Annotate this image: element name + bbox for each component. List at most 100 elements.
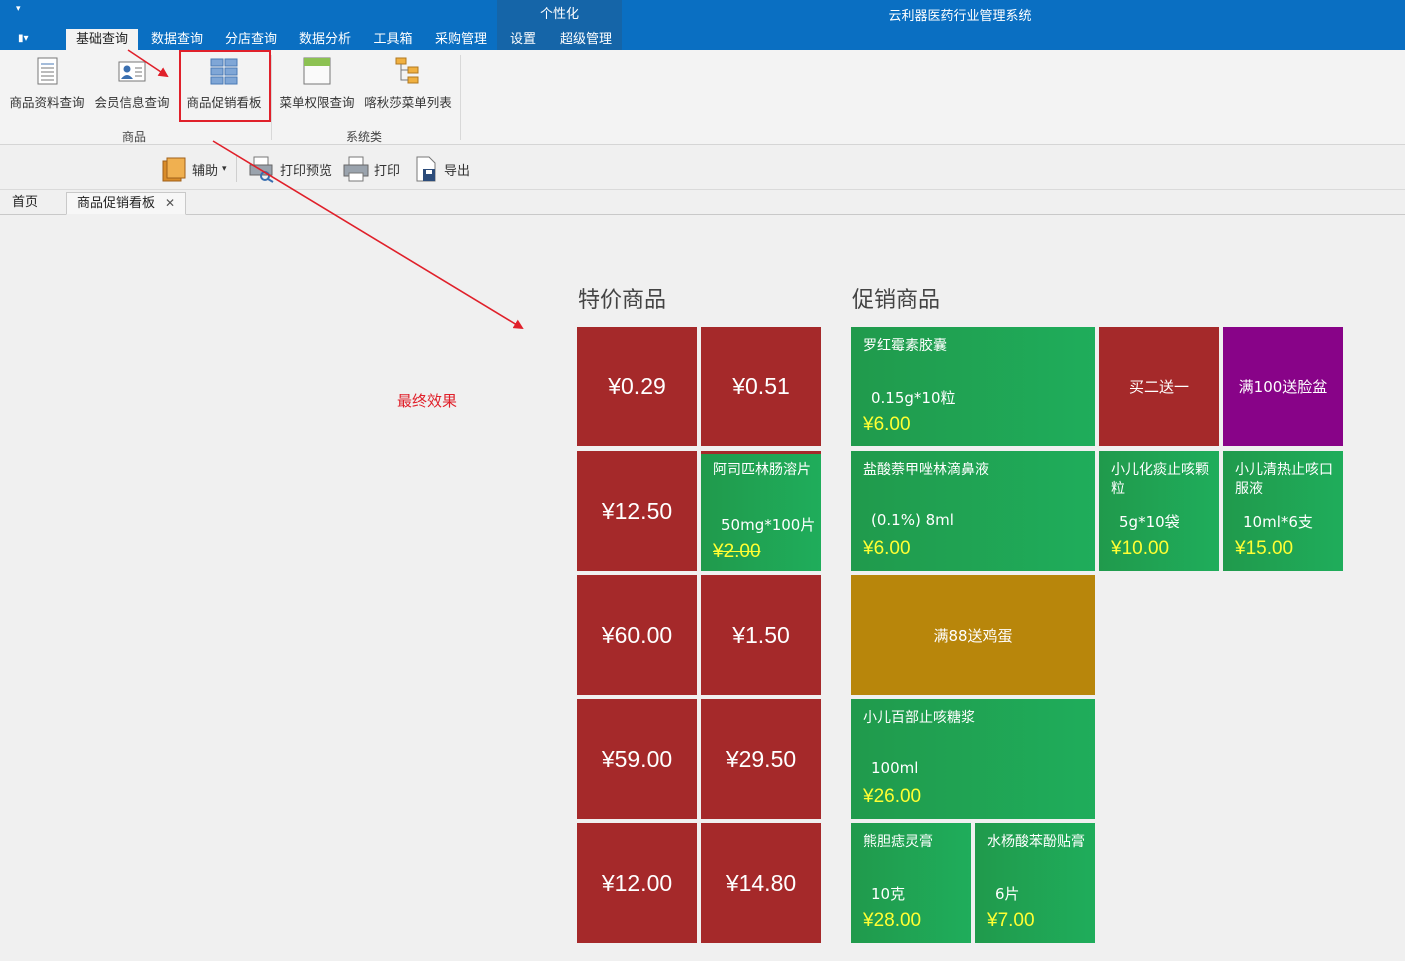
annotation-text: 最终效果 [397,392,458,410]
katyusha-menu-list-label: 喀秋莎菜单列表 [364,95,452,110]
tile-price: ¥60.00 [601,621,673,648]
member-info-query-label: 会员信息查询 [94,95,170,110]
tile-promo-text: 买二送一 [1128,378,1189,396]
tile-price: ¥26.00 [863,786,922,807]
toolbar-divider [236,156,237,182]
tile-price: ¥0.29 [608,373,666,399]
tile-product-name: 罗红霉素胶囊 [863,338,947,354]
tile-spec: 50mg*100片 [721,516,816,534]
export-button[interactable]: 导出 [412,154,470,184]
menu-super-admin[interactable]: 超级管理 [559,32,612,47]
tile-promo-text: 满88送鸡蛋 [933,626,1013,645]
app-title: 云利器医药行业管理系统 [888,9,1032,24]
special-section-title: 特价商品 [578,288,667,313]
sheet-icon [37,57,58,85]
promo-tile[interactable]: 小儿清热止咳口服液 10ml*6支 ¥15.00 [1223,451,1343,571]
menu-settings[interactable]: 设置 [509,32,536,47]
menu-purchase[interactable]: 采购管理 [434,32,487,47]
tile-spec: (0.1%) 8ml [871,511,954,529]
tile-price: ¥2.00 [713,541,761,562]
menu-basic-query[interactable]: 基础查询 [66,29,138,50]
promo-tile[interactable]: 水杨酸苯酚贴膏 6片 ¥7.00 [975,823,1095,943]
promo-tile[interactable]: 罗红霉素胶囊 0.15g*10粒 ¥6.00 [851,327,1095,446]
tile-product-name: 盐酸萘甲唑林滴鼻液 [863,462,989,478]
print-button[interactable]: 打印 [342,154,400,184]
group-label-system: 系统类 [346,130,383,144]
tile-price: ¥10.00 [1111,538,1170,559]
promo-tile[interactable]: 熊胆痣灵膏 10克 ¥28.00 [851,823,971,943]
promo-tile[interactable]: 小儿化痰止咳颗粒 5g*10袋 ¥10.00 [1099,451,1219,571]
export-label: 导出 [444,163,471,179]
promo-board-label: 商品促销看板 [186,95,262,110]
product-info-query-button[interactable]: 商品资料查询 [8,54,86,116]
promo-tile[interactable]: 盐酸萘甲唑林滴鼻液 (0.1%) 8ml ¥6.00 [851,451,1095,571]
assist-button[interactable]: 辅助 ▾ [160,154,227,184]
promo-tile[interactable]: 满100送脸盆 [1223,327,1343,446]
menu-data-analysis[interactable]: 数据分析 [298,32,351,47]
tile-product-name: 熊胆痣灵膏 [863,834,933,850]
export-icon [416,156,436,182]
folder-stack-icon [162,157,186,182]
tile-spec: 6片 [995,885,1020,903]
tile-promo-text: 满100送脸盆 [1238,378,1328,396]
print-preview-button[interactable]: 打印预览 [248,154,332,184]
tile-price: ¥14.80 [725,869,797,896]
tile-price: ¥15.00 [1235,538,1294,559]
menu-toolbox[interactable]: 工具箱 [373,32,413,47]
tile-spec: 0.15g*10粒 [871,389,956,407]
promo-board-button[interactable]: 商品促销看板 [184,54,264,116]
tile-price: ¥6.00 [863,538,911,559]
window-icon [303,57,331,85]
promo-section-title: 促销商品 [852,288,941,313]
member-info-query-button[interactable]: 会员信息查询 [93,54,171,116]
promo-tile[interactable]: 小儿百部止咳糖浆 100ml ¥26.00 [851,699,1095,819]
tab-promo-board[interactable]: 商品促销看板 ✕ [66,192,187,215]
tile-price: ¥12.00 [601,869,673,896]
tree-icon [395,57,419,84]
promo-tile[interactable]: 买二送一 [1099,327,1219,446]
special-tile[interactable]: ¥12.00 [577,823,697,943]
tile-spec: 5g*10袋 [1119,513,1180,531]
tile-price: ¥29.50 [725,745,797,772]
katyusha-menu-list-button[interactable]: 喀秋莎菜单列表 [364,54,452,116]
print-preview-icon [249,156,274,183]
menu-permission-query-button[interactable]: 菜单权限查询 [278,54,356,116]
tile-price: ¥28.00 [863,910,922,931]
member-card-icon [118,61,146,82]
tile-price: ¥59.00 [601,745,673,772]
ribbon-group-divider [271,55,272,140]
special-tile[interactable]: ¥0.29 [577,327,697,446]
tile-price: ¥7.00 [987,910,1035,931]
special-tile[interactable]: 阿司匹林肠溶片 50mg*100片 ¥2.00 [701,451,821,571]
special-tile[interactable]: ¥1.50 [701,575,821,695]
menu-permission-query-label: 菜单权限查询 [279,95,355,110]
board-grid-icon [210,58,238,85]
file-menu-button[interactable]: ▮▾ [18,33,29,44]
special-tile[interactable]: ¥60.00 [577,575,697,695]
ribbon-group-divider [460,55,461,140]
special-tile[interactable]: ¥12.50 [577,451,697,571]
tile-accent-bar [701,451,821,454]
title-bar: ▾ 个性化 云利器医药行业管理系统 ▮▾ 基础查询 数据查询 分店查询 数据分析… [0,0,1405,50]
tab-home[interactable]: 首页 [12,195,39,210]
print-label: 打印 [374,163,401,179]
close-icon[interactable]: ✕ [165,196,176,210]
tile-price: ¥0.51 [732,373,790,399]
special-tile[interactable]: ¥14.80 [701,823,821,943]
highlight-box [179,50,271,122]
tile-product-name: 小儿化痰止咳颗粒 [1111,462,1209,497]
context-tab-background [497,0,622,50]
quick-access-dropdown[interactable]: ▾ [16,4,21,14]
promo-tile[interactable]: 满88送鸡蛋 [851,575,1095,695]
tile-price: ¥12.50 [601,497,673,524]
special-tile[interactable]: ¥0.51 [701,327,821,446]
menu-data-query[interactable]: 数据查询 [150,32,203,47]
special-tile[interactable]: ¥59.00 [577,699,697,819]
menu-branch-query[interactable]: 分店查询 [224,32,277,47]
special-tile[interactable]: ¥29.50 [701,699,821,819]
tile-spec: 100ml [871,759,919,777]
tile-product-name: 小儿百部止咳糖浆 [863,710,975,726]
tile-spec: 10克 [871,885,906,903]
tile-price: ¥1.50 [732,621,790,648]
